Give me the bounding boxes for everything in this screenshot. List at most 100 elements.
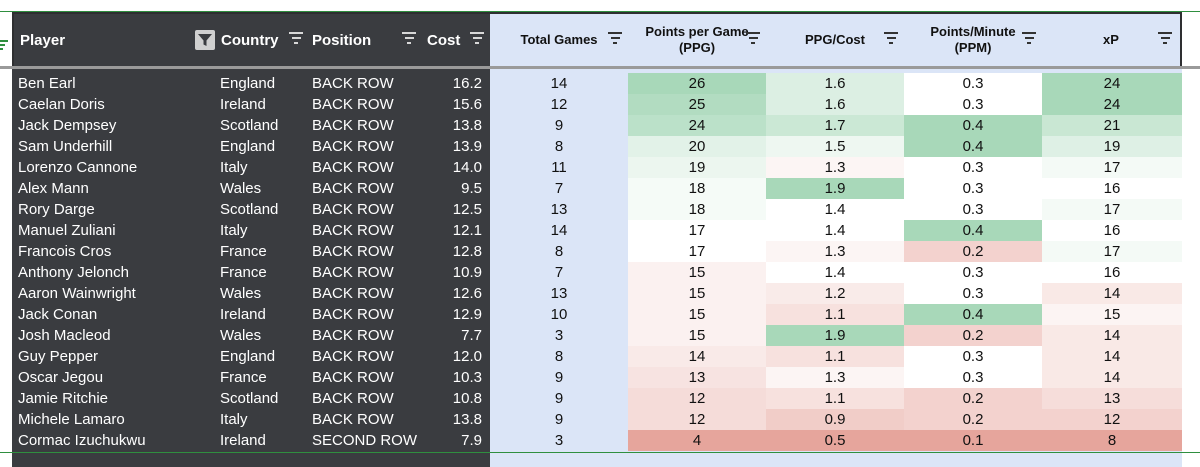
table-row[interactable]: Francois Cros France BACK ROW 12.8 8 17 1.3 0.2…: [12, 241, 1182, 262]
cell-games[interactable]: 8: [554, 243, 564, 260]
cell-position[interactable]: BACK ROW: [312, 96, 394, 113]
cell-ppm[interactable]: 0.2: [904, 241, 1042, 262]
table-row[interactable]: Caelan Doris Ireland BACK ROW 15.6 12 25 1.6 0.…: [12, 94, 1182, 115]
cell-country[interactable]: Italy: [220, 222, 248, 239]
cell-ppm[interactable]: 0.3: [904, 262, 1042, 283]
cell-ppg[interactable]: 13: [628, 367, 766, 388]
cell-ppm[interactable]: 0.4: [904, 136, 1042, 157]
cell-games[interactable]: 3: [554, 327, 564, 344]
cell-position[interactable]: BACK ROW: [312, 75, 394, 92]
cell-ppg-cost[interactable]: 1.1: [766, 346, 904, 367]
cell-games[interactable]: 9: [554, 390, 564, 407]
cell-ppm[interactable]: 0.3: [904, 346, 1042, 367]
cell-ppm[interactable]: 0.4: [904, 220, 1042, 241]
cell-ppg-cost[interactable]: 1.1: [766, 388, 904, 409]
cell-ppg[interactable]: 15: [628, 325, 766, 346]
cell-cost[interactable]: 12.0: [452, 348, 482, 365]
cell-ppg-cost[interactable]: 1.1: [766, 304, 904, 325]
cell-ppg-cost[interactable]: 1.4: [766, 199, 904, 220]
cell-ppg-cost[interactable]: 1.3: [766, 157, 904, 178]
cell-xp[interactable]: 14: [1042, 283, 1182, 304]
cell-games[interactable]: 14: [550, 75, 568, 92]
cell-xp[interactable]: 19: [1042, 136, 1182, 157]
cell-ppg-cost[interactable]: 1.2: [766, 283, 904, 304]
cell-country[interactable]: Scotland: [220, 390, 279, 407]
cell-games[interactable]: 9: [554, 117, 564, 134]
cell-position[interactable]: BACK ROW: [312, 327, 394, 344]
table-row[interactable]: Rory Darge Scotland BACK ROW 12.5 13 18 1.4 0.3…: [12, 199, 1182, 220]
cell-player[interactable]: Oscar Jegou: [18, 369, 104, 386]
cell-ppg[interactable]: 18: [628, 199, 766, 220]
cell-country[interactable]: England: [220, 75, 276, 92]
row-filter-icon[interactable]: [0, 40, 8, 50]
cell-ppm[interactable]: 0.1: [904, 430, 1042, 451]
cell-xp[interactable]: 17: [1042, 241, 1182, 262]
cell-cost[interactable]: 12.8: [452, 243, 482, 260]
cell-xp[interactable]: 16: [1042, 262, 1182, 283]
cell-player[interactable]: Guy Pepper: [18, 348, 99, 365]
cell-ppg-cost[interactable]: 1.6: [766, 94, 904, 115]
cell-country[interactable]: Ireland: [220, 432, 266, 449]
cell-games[interactable]: 12: [550, 96, 568, 113]
cell-ppm[interactable]: 0.3: [904, 73, 1042, 94]
cell-cost[interactable]: 12.1: [452, 222, 482, 239]
cell-ppg-cost[interactable]: 1.5: [766, 136, 904, 157]
cell-position[interactable]: BACK ROW: [312, 348, 394, 365]
table-row[interactable]: Aaron Wainwright Wales BACK ROW 12.6 13 15 1.2…: [12, 283, 1182, 304]
cell-ppg[interactable]: 20: [628, 136, 766, 157]
cell-country[interactable]: Italy: [220, 411, 248, 428]
cell-position[interactable]: BACK ROW: [312, 117, 394, 134]
cell-position[interactable]: BACK ROW: [312, 411, 394, 428]
table-row[interactable]: Josh Macleod Wales BACK ROW 7.7 3 15 1.9 0.2 14: [12, 325, 1182, 346]
header-cost[interactable]: Cost: [427, 31, 461, 49]
cell-cost[interactable]: 12.9: [452, 306, 482, 323]
cell-ppg[interactable]: 12: [628, 388, 766, 409]
cell-country[interactable]: Scotland: [220, 201, 279, 218]
cell-cost[interactable]: 16.2: [452, 75, 482, 92]
cell-ppm[interactable]: 0.3: [904, 94, 1042, 115]
cell-xp[interactable]: 17: [1042, 199, 1182, 220]
cell-games[interactable]: 13: [550, 201, 568, 218]
header-total-games[interactable]: Total Games: [520, 32, 598, 47]
cell-country[interactable]: England: [220, 348, 276, 365]
cell-ppm[interactable]: 0.3: [904, 367, 1042, 388]
cell-ppg-cost[interactable]: 1.3: [766, 241, 904, 262]
cell-xp[interactable]: 24: [1042, 73, 1182, 94]
xp-filter-icon[interactable]: [1157, 32, 1173, 46]
cell-player[interactable]: Cormac Izuchukwu: [18, 432, 146, 449]
cell-country[interactable]: Wales: [220, 327, 262, 344]
cell-ppm[interactable]: 0.3: [904, 199, 1042, 220]
cell-cost[interactable]: 13.8: [452, 117, 482, 134]
cell-country[interactable]: Ireland: [220, 306, 266, 323]
cell-cost[interactable]: 9.5: [461, 180, 482, 197]
cell-ppg-cost[interactable]: 1.9: [766, 178, 904, 199]
cell-xp[interactable]: 15: [1042, 304, 1182, 325]
ppg-cost-filter-icon[interactable]: [883, 32, 899, 46]
cell-ppm[interactable]: 0.4: [904, 304, 1042, 325]
cell-player[interactable]: Manuel Zuliani: [18, 222, 116, 239]
cell-xp[interactable]: 16: [1042, 178, 1182, 199]
cell-country[interactable]: England: [220, 138, 276, 155]
cell-country[interactable]: Wales: [220, 180, 262, 197]
cell-country[interactable]: France: [220, 264, 267, 281]
cell-ppg[interactable]: 17: [628, 220, 766, 241]
cell-xp[interactable]: 14: [1042, 367, 1182, 388]
games-filter-icon[interactable]: [607, 32, 623, 46]
cell-ppm[interactable]: 0.2: [904, 409, 1042, 430]
cell-ppm[interactable]: 0.2: [904, 388, 1042, 409]
table-row[interactable]: Ben Earl England BACK ROW 16.2 14 26 1.6 0.3 24: [12, 73, 1182, 94]
cell-games[interactable]: 7: [554, 180, 564, 197]
cell-position[interactable]: BACK ROW: [312, 264, 394, 281]
cell-cost[interactable]: 13.8: [452, 411, 482, 428]
cell-cost[interactable]: 14.0: [452, 159, 482, 176]
cell-position[interactable]: SECOND ROW: [312, 432, 417, 449]
cell-player[interactable]: Sam Underhill: [18, 138, 113, 155]
header-position[interactable]: Position: [312, 31, 372, 49]
cell-ppg[interactable]: 17: [628, 241, 766, 262]
cell-ppg[interactable]: 15: [628, 262, 766, 283]
cell-player[interactable]: Jack Dempsey: [18, 117, 117, 134]
cell-player[interactable]: Anthony Jelonch: [18, 264, 129, 281]
cell-ppg[interactable]: 26: [628, 73, 766, 94]
cell-xp[interactable]: 14: [1042, 346, 1182, 367]
cell-ppg[interactable]: 12: [628, 409, 766, 430]
